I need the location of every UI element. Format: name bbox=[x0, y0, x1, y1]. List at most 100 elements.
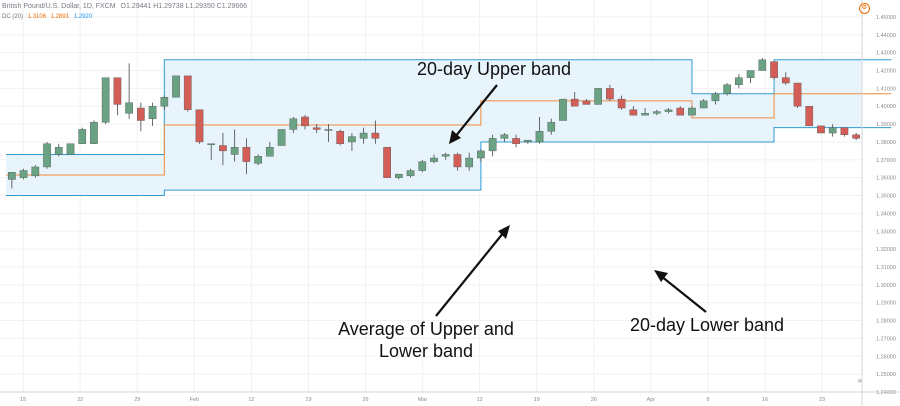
candle-body bbox=[535, 131, 544, 143]
candle bbox=[137, 102, 145, 132]
time-tick-label: 23 bbox=[819, 397, 825, 403]
candle-body bbox=[488, 138, 497, 152]
candle bbox=[90, 120, 98, 144]
candle bbox=[66, 143, 75, 155]
candle bbox=[688, 106, 696, 116]
candle-body bbox=[78, 129, 87, 144]
scroll-right-icon[interactable]: » bbox=[857, 376, 862, 385]
candle-body bbox=[266, 147, 274, 157]
candle bbox=[441, 152, 450, 160]
price-tick-label: 1.40000 bbox=[876, 104, 896, 110]
candle bbox=[735, 74, 743, 89]
candle bbox=[383, 147, 391, 178]
price-tick-label: 1.34000 bbox=[876, 211, 896, 217]
candle bbox=[78, 127, 87, 144]
settings-icon[interactable]: ⚙ bbox=[859, 3, 870, 14]
price-tick-label: 1.28000 bbox=[876, 319, 896, 325]
candlestick-series bbox=[8, 58, 860, 189]
annotation-upper: 20-day Upper band bbox=[417, 59, 571, 144]
candle-body bbox=[359, 132, 368, 139]
arrow-average bbox=[435, 231, 505, 317]
candle bbox=[582, 99, 591, 105]
candle bbox=[31, 165, 40, 178]
candle bbox=[758, 58, 767, 71]
indicator-name[interactable]: DC (20) bbox=[2, 14, 24, 20]
candle-body bbox=[113, 77, 122, 105]
candle-body bbox=[840, 127, 849, 136]
candle bbox=[570, 91, 579, 107]
candle bbox=[512, 134, 520, 148]
donchian-middle-band-line bbox=[6, 93, 892, 176]
candle-body bbox=[148, 106, 157, 119]
candle-body bbox=[500, 134, 509, 139]
candle bbox=[242, 138, 251, 175]
candle-body bbox=[852, 134, 860, 139]
candle bbox=[465, 152, 474, 171]
annotation-average: Average of Upper and Lower band bbox=[338, 225, 514, 361]
candle-body bbox=[31, 166, 40, 177]
candle-body bbox=[125, 102, 133, 114]
candle-body bbox=[746, 70, 755, 78]
candle-body bbox=[289, 118, 298, 130]
price-axis[interactable]: 1.45000 1.44000 1.43000 1.42000 1.41000 1.400… bbox=[861, 0, 896, 406]
indicator-upper-value: 1.3106 bbox=[27, 14, 47, 20]
annotation-upper-label: 20-day Upper band bbox=[417, 59, 571, 79]
price-tick-label: 1.31000 bbox=[876, 265, 896, 271]
candle-body bbox=[54, 147, 63, 155]
time-axis[interactable]: 15 22 29 Feb 12 19 26 Mar 12 19 26 Apr 9 16 23 bbox=[0, 391, 900, 403]
arrow-lower bbox=[660, 275, 707, 313]
candle-body bbox=[254, 156, 262, 164]
candle-body bbox=[828, 127, 837, 134]
candle-body bbox=[207, 143, 216, 145]
price-tick-label: 1.25000 bbox=[876, 372, 896, 378]
candle bbox=[19, 168, 28, 180]
candle bbox=[312, 124, 321, 134]
indicator-lower-value: 1.2920 bbox=[73, 14, 93, 20]
candle bbox=[183, 75, 192, 112]
candle-body bbox=[312, 127, 321, 130]
candle-body bbox=[629, 109, 638, 116]
candle-body bbox=[465, 157, 474, 168]
candle bbox=[559, 98, 567, 121]
price-tick-label: 1.43000 bbox=[876, 51, 896, 57]
candle bbox=[523, 139, 532, 144]
candle bbox=[160, 95, 169, 110]
candle-body bbox=[242, 147, 251, 162]
candle bbox=[148, 102, 157, 126]
candle bbox=[746, 70, 755, 84]
candle bbox=[711, 91, 720, 105]
arrowhead-average bbox=[498, 225, 510, 239]
candle-body bbox=[735, 77, 743, 86]
candle-body bbox=[699, 100, 708, 109]
candle bbox=[125, 63, 133, 119]
candle bbox=[617, 95, 626, 110]
candle bbox=[254, 154, 262, 166]
price-tick-label: 1.45000 bbox=[876, 15, 896, 21]
time-tick-label: Apr bbox=[647, 397, 656, 403]
candle-body bbox=[805, 106, 814, 127]
price-tick-label: 1.36000 bbox=[876, 176, 896, 182]
candle bbox=[172, 75, 180, 98]
candle-body bbox=[324, 129, 333, 131]
candle bbox=[652, 109, 661, 116]
candle bbox=[195, 109, 204, 144]
time-tick-label: Mar bbox=[418, 397, 428, 403]
candle-body bbox=[101, 77, 110, 123]
candle bbox=[219, 133, 227, 166]
candle-body bbox=[301, 116, 309, 127]
arrow-upper bbox=[454, 84, 498, 138]
candle-body bbox=[817, 125, 825, 134]
annotation-lower: 20-day Lower band bbox=[630, 270, 784, 335]
candle-body bbox=[688, 107, 696, 116]
candle bbox=[699, 99, 708, 109]
candle-body bbox=[606, 88, 614, 100]
time-tick-label: 15 bbox=[20, 397, 26, 403]
time-tick-label: 22 bbox=[77, 397, 83, 403]
candle-body bbox=[570, 98, 579, 107]
price-tick-label: 1.44000 bbox=[876, 33, 896, 39]
candle-body bbox=[418, 161, 427, 171]
candle-body bbox=[277, 129, 286, 146]
candle bbox=[676, 106, 685, 116]
time-tick-label: 29 bbox=[134, 397, 140, 403]
